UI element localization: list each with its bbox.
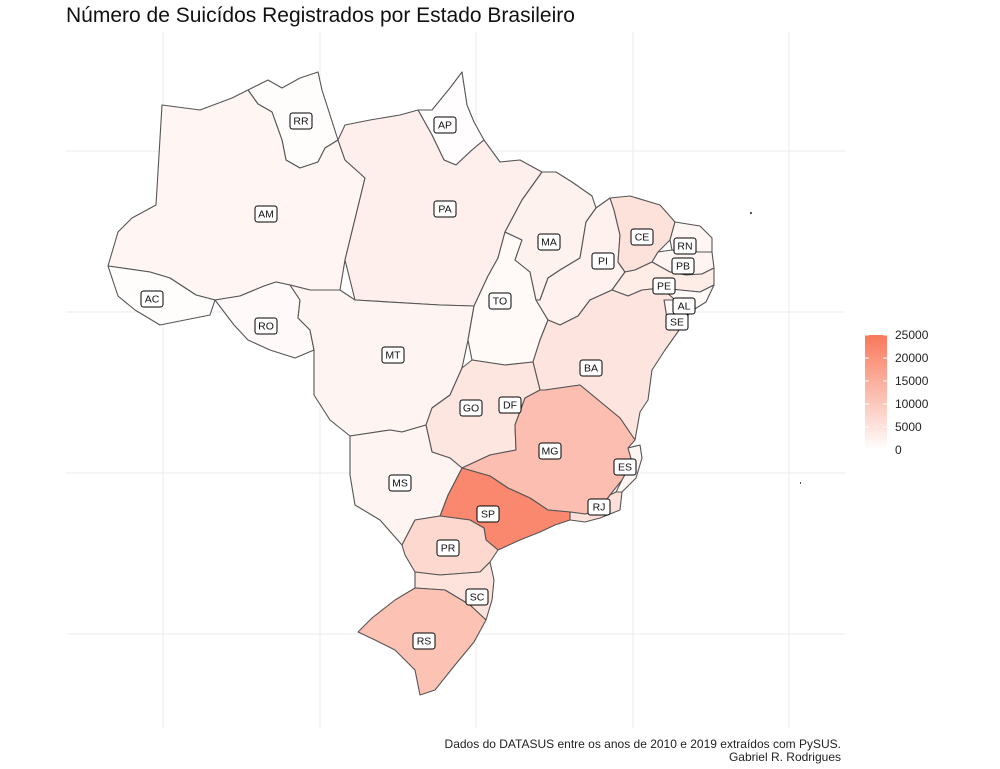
legend-tick-label: 0 [895,443,902,457]
state-label-text: RJ [593,502,606,514]
state-label-box [433,200,457,218]
state-label-text: PE [657,281,671,293]
state-label-text: SP [481,509,495,521]
fill-legend: 0 5000 10000 15000 20000 25000 [865,328,929,457]
state-label-text: AM [258,209,274,221]
legend-tick-label: 15000 [895,374,929,388]
state-label-box [289,112,313,130]
state-label-AP: AP [433,116,457,134]
state-label-text: TO [493,296,507,308]
state-label-box [433,116,457,134]
state-label-box [476,505,500,523]
state-label-box [630,228,654,246]
state-label-TO: TO [488,292,512,310]
state-label-box [488,292,512,310]
legend-tick-label: 20000 [895,351,929,365]
state-label-ES: ES [613,458,637,476]
state-labels: AC AM RR AP PA RO MT TO MA PI CE RN PB PE AL SE BA GO DF MG… [140,112,697,650]
state-label-text: DF [503,400,517,412]
legend-colorbar [865,335,887,450]
state-label-text: MS [392,478,408,490]
state-label-text: AL [678,301,691,313]
state-label-AL: AL [672,297,696,315]
state-label-PA: PA [433,200,457,218]
state-label-MA: MA [537,233,561,251]
state-label-text: RO [258,321,274,333]
state-label-box [579,359,603,377]
state-label-text: BA [584,363,598,375]
state-label-RO: RO [254,317,278,335]
state-label-box [613,458,637,476]
states-layer [107,71,801,696]
state-label-text: PA [438,204,451,216]
state-label-AM: AM [254,205,278,223]
state-label-text: MT [385,350,401,362]
state-label-PE: PE [652,277,676,295]
state-label-box [459,399,483,417]
state-label-text: PI [598,256,608,268]
state-label-CE: CE [630,228,654,246]
state-label-PI: PI [591,252,615,270]
state-label-text: RR [293,116,309,128]
state-label-text: PR [441,543,456,555]
state-label-box [436,539,460,557]
state-label-box [412,632,436,650]
state-label-PR: PR [436,539,460,557]
fernando-de-noronha-dot [750,212,752,214]
state-label-SP: SP [476,505,500,523]
state-label-RN: RN [673,237,697,255]
state-label-text: GO [463,403,479,415]
state-label-DF: DF [498,396,522,414]
legend-tick-label: 5000 [895,420,922,434]
state-label-box [254,205,278,223]
state-label-SC: SC [465,588,489,606]
state-label-SE: SE [665,313,689,331]
state-label-box [652,277,676,295]
state-label-text: AC [145,294,160,306]
legend-tick-label: 10000 [895,397,929,411]
trindade-dot [800,482,801,484]
state-label-box [498,396,522,414]
state-label-box [140,290,164,308]
legend-tick-label: 25000 [895,328,929,342]
state-label-MS: MS [388,474,412,492]
state-label-text: ES [618,462,632,474]
state-label-box [254,317,278,335]
state-label-box [587,498,611,516]
state-label-AC: AC [140,290,164,308]
chart-title: Número de Suicídos Registrados por Estad… [66,4,575,27]
state-label-text: MA [541,237,557,249]
state-label-RS: RS [412,632,436,650]
state-label-box [537,233,561,251]
state-label-text: CE [635,232,650,244]
state-label-PB: PB [671,257,695,275]
legend-ticks: 0 5000 10000 15000 20000 25000 [865,328,929,457]
state-label-box [388,474,412,492]
state-label-RR: RR [289,112,313,130]
state-label-box [591,252,615,270]
state-label-BA: BA [579,359,603,377]
state-label-text: MG [542,446,559,458]
state-label-box [381,346,405,364]
state-label-box [538,442,562,460]
state-label-MT: MT [381,346,405,364]
state-label-GO: GO [459,399,483,417]
state-label-text: SC [470,592,485,604]
state-label-RJ: RJ [587,498,611,516]
state-label-MG: MG [538,442,562,460]
state-label-text: RN [677,241,692,253]
state-label-box [671,257,695,275]
source-caption: Dados do DATASUS entre os anos de 2010 e… [444,737,841,751]
state-label-box [673,237,697,255]
state-label-box [465,588,489,606]
state-label-text: PB [676,261,690,273]
state-label-text: RS [417,636,432,648]
state-label-text: SE [670,317,684,329]
author-caption: Gabriel R. Rodrigues [728,750,841,764]
state-label-text: AP [438,120,452,132]
state-label-box [665,313,689,331]
